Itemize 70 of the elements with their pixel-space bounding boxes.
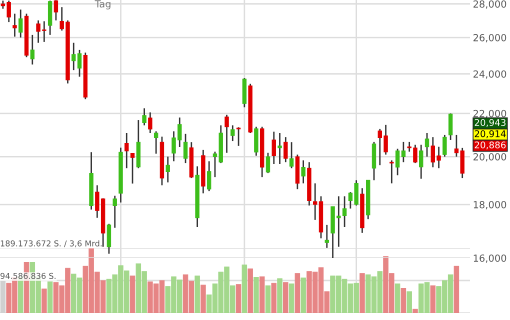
bar [242,264,248,313]
bar [294,273,300,313]
bar [259,276,265,313]
candlestick [448,112,453,141]
candlestick [18,8,23,38]
bar [288,283,294,313]
annotation: 189.173.672 S. / 3,6 Mrd. [0,240,102,248]
bar [360,273,365,313]
bar [194,276,200,313]
candlestick [324,224,329,249]
candlestick [206,160,212,192]
y-tick-label: 16,000 [474,254,506,263]
annotation: 94.586.836 S. [0,272,56,279]
bar [283,282,288,313]
candlestick [30,34,34,66]
candlestick [130,152,135,184]
y-tick-label: 20,000 [473,153,506,162]
candlestick [154,130,158,154]
candlestick [401,141,406,163]
candlestick [419,144,424,180]
candlestick [183,133,188,164]
y-tick-label: 24,000 [473,70,506,79]
candlestick [278,132,282,165]
bar [394,283,400,313]
candlestick [148,112,152,134]
candlestick [442,134,447,158]
bar [454,266,460,313]
candlestick [284,136,288,163]
candlestick [272,131,276,165]
bar [271,282,277,313]
candlestick [289,141,294,169]
text: 20,886 [474,141,506,150]
candlestick [142,108,146,126]
bar [277,278,282,313]
bar [200,284,206,313]
candlestick [390,160,394,184]
bar [0,280,6,313]
bar [265,285,271,313]
bar [130,276,136,313]
y-tick-label: 22,000 [473,110,506,118]
y-tick-label: 28,000 [473,0,506,9]
candlestick [424,132,430,158]
bar [412,308,418,313]
candlestick [54,0,58,22]
bar [400,288,406,313]
y-tick-label: 18,000 [474,200,506,210]
bar [254,276,259,313]
candlestick [230,124,235,142]
candlestick [236,126,241,147]
bar [248,268,253,313]
y-tick-label: 26,000 [473,34,506,42]
bar [42,288,47,313]
text: 20,943 [474,119,506,127]
candlestick [224,114,229,154]
annotation: Tag [94,0,110,10]
candlestick [106,223,112,254]
candlestick [112,195,117,228]
candlestick [12,13,17,38]
candlestick [395,148,400,176]
candlestick [254,126,258,156]
candlestick [166,156,170,184]
candlestick [301,160,306,184]
candlestick [266,152,270,174]
bar [430,285,436,313]
bar [300,278,306,313]
candlestick [124,132,129,169]
bar [47,282,53,313]
bar [236,284,242,313]
text: 20,914 [474,130,506,138]
bar [406,291,412,313]
